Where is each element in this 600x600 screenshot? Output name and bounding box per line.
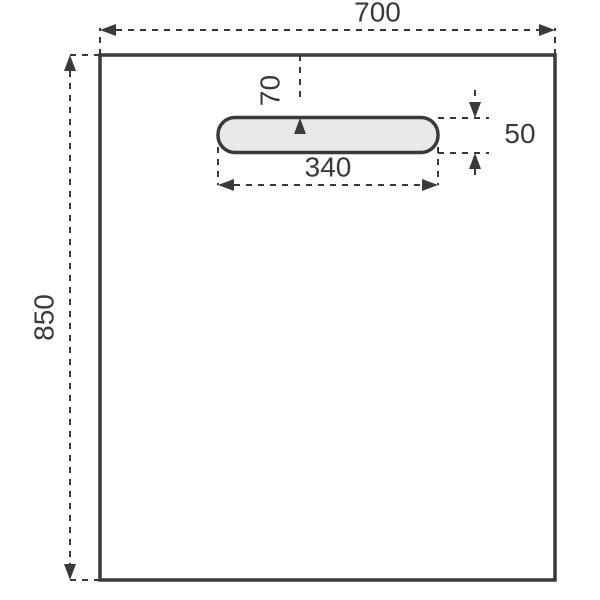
arrowhead <box>422 179 438 191</box>
arrowhead <box>100 24 116 36</box>
dim-offset-label: 70 <box>254 75 285 106</box>
arrowhead <box>539 24 555 36</box>
arrowhead <box>64 55 76 71</box>
arrowhead <box>469 102 481 118</box>
arrowhead <box>218 179 234 191</box>
dim-slotw-label: 340 <box>305 151 352 182</box>
arrowhead <box>469 153 481 169</box>
arrowhead <box>64 564 76 580</box>
technical-drawing: 700 850 340 50 70 <box>0 0 600 600</box>
dim-sloth-label: 50 <box>504 118 535 149</box>
handle-slot <box>218 118 438 153</box>
dim-left-label: 850 <box>28 294 59 341</box>
dim-top-label: 700 <box>354 0 401 27</box>
